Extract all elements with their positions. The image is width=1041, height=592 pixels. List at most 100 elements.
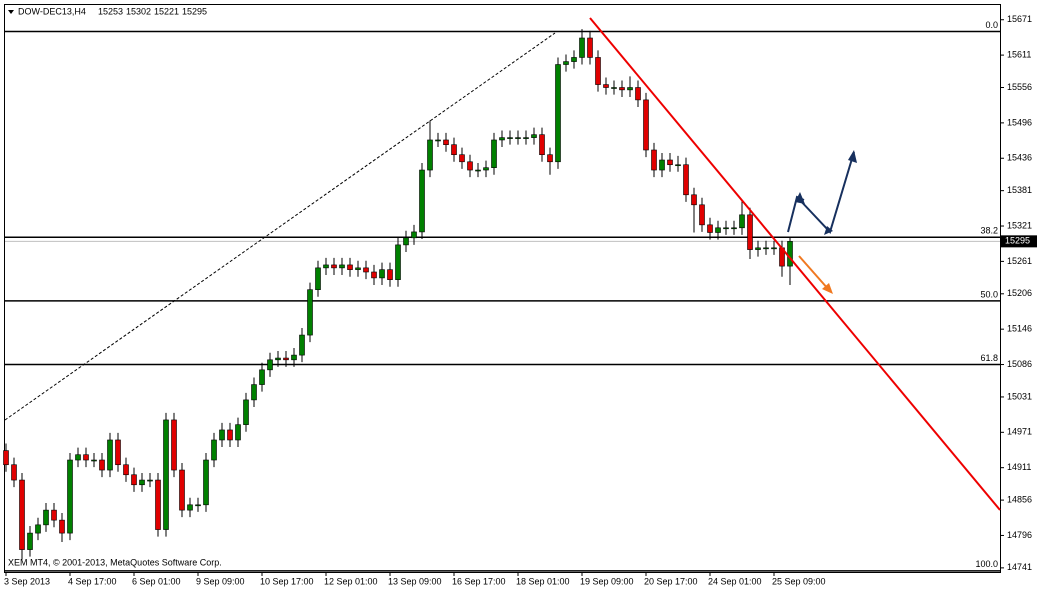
candle-body bbox=[67, 459, 73, 534]
y-tick-label: 15206 bbox=[1007, 288, 1032, 298]
y-tick-label: 14971 bbox=[1007, 427, 1032, 437]
candle-body bbox=[771, 247, 777, 250]
candle-body bbox=[515, 137, 521, 139]
candle-body bbox=[547, 154, 553, 163]
candle-body bbox=[659, 159, 665, 171]
candle-body bbox=[507, 137, 513, 139]
candle-body bbox=[227, 429, 233, 441]
x-tick-label: 10 Sep 17:00 bbox=[260, 576, 314, 586]
candle-body bbox=[115, 439, 121, 466]
y-tick-label: 15496 bbox=[1007, 117, 1032, 127]
symbol: DOW-DEC13,H4 bbox=[18, 6, 86, 16]
candle-body bbox=[243, 399, 249, 425]
x-tick-label: 18 Sep 01:00 bbox=[516, 576, 570, 586]
candle-body bbox=[747, 214, 753, 250]
x-tick-label: 12 Sep 01:00 bbox=[324, 576, 378, 586]
candle-body bbox=[187, 504, 193, 511]
candle-body bbox=[467, 161, 473, 171]
ohlc-value: 15302 bbox=[126, 6, 151, 16]
candle-body bbox=[563, 61, 569, 65]
levels: 0.0 38.2 50.0 61.8 100.0 bbox=[5, 20, 1000, 572]
candle-body bbox=[611, 87, 617, 89]
candle-body bbox=[43, 509, 49, 526]
candle-body bbox=[667, 159, 673, 166]
candle-body bbox=[163, 419, 169, 530]
candle-body bbox=[715, 227, 721, 233]
candle-body bbox=[91, 459, 97, 462]
candle-body bbox=[267, 359, 273, 371]
x-tick-label: 20 Sep 17:00 bbox=[644, 576, 698, 586]
candle-body bbox=[179, 469, 185, 511]
candle-body bbox=[3, 450, 9, 466]
arrow-head bbox=[824, 226, 833, 235]
candle-body bbox=[347, 264, 353, 270]
candle-body bbox=[379, 269, 385, 279]
candle-body bbox=[739, 214, 745, 229]
plot-frame bbox=[4, 4, 1001, 573]
y-tick-label: 14741 bbox=[1007, 562, 1032, 572]
candle-body bbox=[123, 464, 129, 476]
candle-body bbox=[643, 99, 649, 151]
arrow-head bbox=[848, 150, 857, 163]
candle-body bbox=[627, 87, 633, 91]
candle-body bbox=[235, 424, 241, 441]
candle-body bbox=[339, 264, 345, 269]
candle-body bbox=[459, 154, 465, 163]
candle-body bbox=[723, 227, 729, 230]
y-tick-label: 14856 bbox=[1007, 494, 1032, 504]
candle-body bbox=[499, 137, 505, 141]
candle-body bbox=[395, 244, 401, 280]
candle-body bbox=[587, 37, 593, 58]
candle-body bbox=[491, 139, 497, 168]
candle-body bbox=[555, 64, 561, 163]
menu-triangle[interactable] bbox=[8, 10, 14, 14]
candle-body bbox=[171, 419, 177, 471]
candle-body bbox=[419, 169, 425, 233]
footer: XEM MT4, © 2001-2013, MetaQuotes Softwar… bbox=[8, 557, 222, 567]
candle-body bbox=[51, 509, 57, 521]
candle-body bbox=[403, 237, 409, 246]
candle-body bbox=[107, 439, 113, 471]
ohlc-value: 15221 bbox=[154, 6, 179, 16]
candle-body bbox=[147, 479, 153, 482]
candle-body bbox=[595, 57, 601, 85]
candle-body bbox=[411, 231, 417, 239]
candle-body bbox=[443, 139, 449, 145]
x-tick-label: 9 Sep 09:00 bbox=[196, 576, 245, 586]
y-tick-label: 15381 bbox=[1007, 185, 1032, 195]
candle-body bbox=[355, 267, 361, 270]
x-tick-label: 4 Sep 17:00 bbox=[68, 576, 117, 586]
x-tick-label: 24 Sep 01:00 bbox=[708, 576, 762, 586]
y-tick-label: 15671 bbox=[1007, 14, 1032, 24]
trend-line bbox=[589, 17, 1001, 511]
candle-body bbox=[315, 267, 321, 290]
arrow-head bbox=[822, 283, 833, 294]
candle-body bbox=[755, 247, 761, 250]
fib-label: 38.2 bbox=[980, 226, 998, 236]
candle-body bbox=[435, 139, 441, 142]
candle-body bbox=[307, 289, 313, 336]
fib-label: 100.0 bbox=[975, 559, 998, 569]
candle-body bbox=[651, 149, 657, 171]
y-tick-label: 14796 bbox=[1007, 530, 1032, 540]
candle-body bbox=[571, 57, 577, 62]
fib-label: 61.8 bbox=[980, 353, 998, 363]
candles bbox=[3, 29, 793, 560]
candle-body bbox=[19, 479, 25, 550]
candle-body bbox=[699, 204, 705, 226]
candle-body bbox=[707, 224, 713, 233]
candle-body bbox=[691, 194, 697, 206]
x-tick-label: 25 Sep 09:00 bbox=[772, 576, 826, 586]
y-tick-label: 15261 bbox=[1007, 256, 1032, 266]
fib-line bbox=[4, 32, 556, 421]
y-tick-label: 15611 bbox=[1007, 49, 1031, 59]
candle-body bbox=[531, 134, 537, 138]
candle-body bbox=[83, 454, 89, 461]
x-tick-label: 19 Sep 09:00 bbox=[580, 576, 634, 586]
candle-body bbox=[323, 264, 329, 269]
candle-body bbox=[155, 479, 161, 530]
candle-body bbox=[195, 504, 201, 507]
candle-body bbox=[211, 439, 217, 461]
candle-body bbox=[683, 164, 689, 196]
candle-body bbox=[363, 267, 369, 273]
